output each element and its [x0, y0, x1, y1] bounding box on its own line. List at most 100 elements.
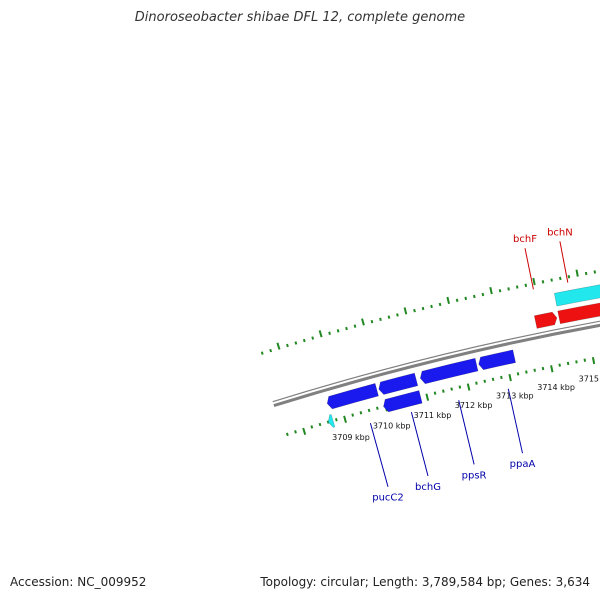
tick-mark — [343, 415, 347, 423]
tick-mark — [351, 413, 355, 417]
gene-label: bchN — [547, 227, 573, 238]
tick-mark — [310, 425, 314, 429]
label-leader-line — [369, 422, 389, 487]
tick-mark — [566, 361, 570, 366]
tick-mark — [541, 366, 545, 371]
tick-mark — [515, 285, 519, 289]
tick-mark — [433, 391, 437, 395]
label-leader-line — [458, 400, 475, 465]
tick-mark — [559, 276, 562, 281]
tick-mark — [575, 360, 578, 364]
tick-mark — [438, 302, 442, 307]
label-leader-line — [410, 411, 429, 477]
genome-line-outer — [272, 320, 600, 403]
kbp-label: 3711 kbp — [414, 411, 452, 420]
tick-mark — [285, 432, 289, 437]
tick-mark — [508, 373, 512, 382]
tick-mark — [302, 338, 306, 343]
genome-line — [273, 323, 600, 408]
kbp-label: 3710 kbp — [373, 422, 411, 431]
tick-mark — [583, 358, 587, 362]
gene-arrow — [378, 372, 419, 395]
tick-mark — [541, 280, 545, 284]
upper-tick-track — [260, 269, 597, 355]
tick-mark — [525, 370, 528, 374]
tick-mark — [516, 372, 520, 376]
tick-mark — [276, 342, 281, 350]
kbp-label: 3713 kbp — [496, 392, 534, 401]
tick-mark — [458, 385, 462, 389]
tick-mark — [379, 317, 382, 322]
topology-text: Topology: circular; Length: 3,789,584 bp… — [260, 575, 590, 589]
gene-arrow — [326, 383, 379, 410]
tick-mark — [359, 411, 363, 415]
tick-mark — [524, 283, 528, 287]
tick-mark — [500, 375, 503, 380]
tick-mark — [575, 269, 579, 277]
tick-mark — [361, 318, 365, 326]
label-leader-line — [524, 248, 534, 290]
tick-mark — [425, 393, 430, 401]
tick-mark — [481, 292, 485, 297]
tick-mark — [294, 430, 297, 434]
tick-mark — [498, 289, 502, 293]
tick-mark — [466, 383, 471, 391]
gene-features — [326, 284, 600, 428]
tick-mark — [328, 331, 331, 335]
tick-mark — [396, 313, 399, 317]
tick-mark — [413, 308, 416, 313]
tick-mark — [387, 315, 391, 319]
tick-mark — [345, 326, 348, 331]
label-leader-line — [559, 241, 569, 283]
gene-label: ppaA — [510, 459, 536, 470]
gene-label: ppsR — [462, 470, 487, 481]
gene-arrow — [383, 390, 423, 413]
gene-arrow — [533, 311, 558, 329]
tick-mark — [491, 377, 495, 382]
tick-mark — [367, 408, 371, 413]
tick-mark — [455, 298, 459, 303]
tick-mark — [567, 275, 571, 279]
tick-mark — [318, 422, 322, 427]
tick-mark — [532, 277, 536, 286]
tick-mark — [550, 365, 554, 373]
tick-mark — [370, 319, 374, 324]
tick-mark — [593, 270, 597, 274]
gene-label: bchG — [415, 482, 441, 493]
tick-mark — [550, 278, 553, 282]
kbp-label: 3712 kbp — [455, 401, 493, 410]
tick-mark — [558, 363, 561, 367]
tick-mark — [430, 304, 433, 309]
accession-text: Accession: NC_009952 — [10, 575, 147, 589]
gene-arrow — [557, 302, 600, 325]
tick-mark — [403, 307, 408, 315]
tick-mark — [326, 420, 330, 424]
tick-mark — [591, 357, 596, 365]
tick-mark — [311, 336, 315, 340]
kbp-label: 3715 kbp — [579, 375, 600, 384]
tick-mark — [421, 306, 425, 311]
tick-mark — [489, 286, 493, 295]
tick-mark — [286, 343, 289, 348]
tick-mark — [334, 418, 338, 422]
tick-mark — [376, 406, 379, 410]
tick-mark — [464, 296, 468, 301]
tick-mark — [483, 379, 487, 383]
tick-mark — [353, 324, 357, 328]
tick-mark — [507, 287, 510, 291]
tick-mark — [336, 329, 340, 333]
map-title: Dinoroseobacter shibae DFL 12, complete … — [134, 10, 466, 25]
label-leader-line — [507, 388, 523, 454]
gene-label: bchF — [513, 234, 537, 245]
gene-label: pucC2 — [372, 493, 404, 504]
tick-mark — [318, 330, 323, 338]
gene-arrow — [419, 357, 479, 385]
tick-mark — [446, 296, 450, 305]
tick-mark — [473, 294, 476, 299]
kbp-label: 3709 kbp — [332, 433, 370, 442]
genome-backbone — [272, 320, 600, 408]
tick-mark — [302, 427, 307, 435]
